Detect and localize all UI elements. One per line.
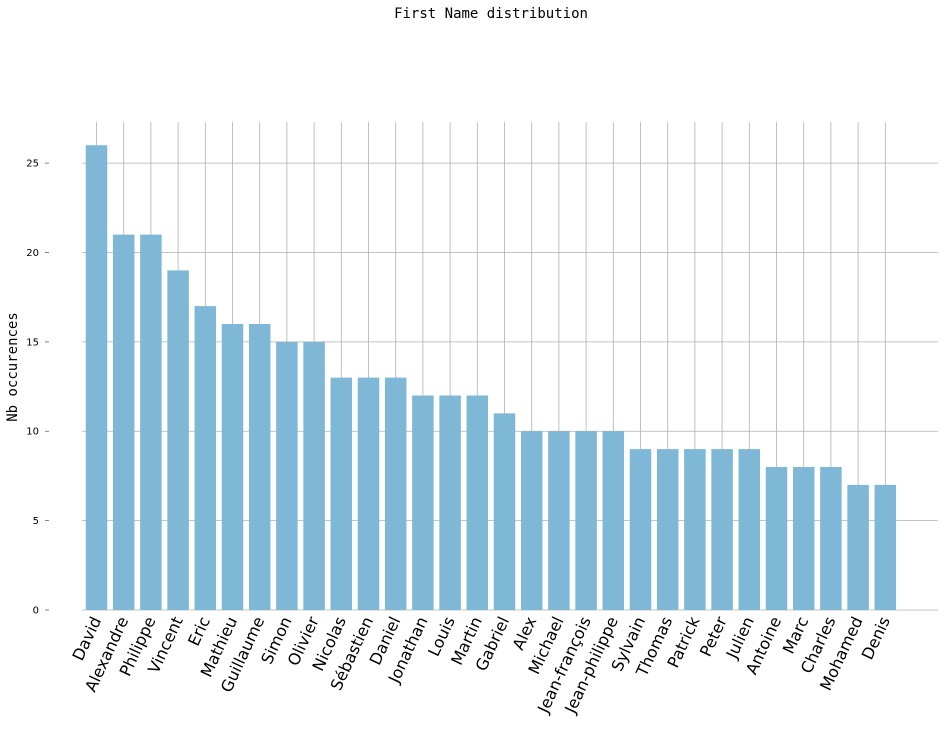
bar [548, 431, 570, 610]
bar [684, 449, 706, 610]
y-tick-label: 25 [26, 159, 39, 170]
bar [221, 323, 244, 610]
bar [575, 431, 597, 610]
bar [792, 466, 815, 610]
bar [765, 466, 788, 610]
bar [439, 395, 461, 610]
bar [357, 377, 380, 610]
bar [874, 484, 897, 610]
y-tick-label: 0 [33, 606, 39, 617]
bar [629, 449, 652, 610]
bar [194, 306, 217, 610]
y-tick-label: 20 [26, 248, 39, 259]
y-axis-ticks: 0 5 10 15 20 25 [26, 159, 49, 617]
bar [303, 341, 325, 610]
chart-title: First Name distribution [394, 6, 588, 22]
bar [466, 395, 489, 610]
bar [738, 449, 761, 610]
bar [85, 145, 108, 610]
y-tick-label: 10 [26, 427, 39, 438]
bar [140, 234, 162, 610]
bar [520, 431, 543, 610]
bar [493, 413, 516, 610]
bar [384, 377, 407, 610]
y-tick-label: 15 [26, 337, 39, 348]
y-axis-label: Nb occurences [5, 312, 21, 422]
bar [602, 431, 625, 610]
bar [820, 466, 842, 610]
bar [656, 449, 679, 610]
bar [330, 377, 353, 610]
bars [85, 145, 897, 610]
bar [276, 341, 298, 610]
bar [112, 234, 135, 610]
bar [847, 484, 869, 610]
x-axis-ticks: DavidAlexandrePhilippeVincentEricMathieu… [68, 613, 894, 717]
y-tick-label: 5 [33, 516, 39, 527]
bar [711, 449, 733, 610]
bar [167, 270, 189, 610]
bar [412, 395, 434, 610]
bar [248, 323, 271, 610]
